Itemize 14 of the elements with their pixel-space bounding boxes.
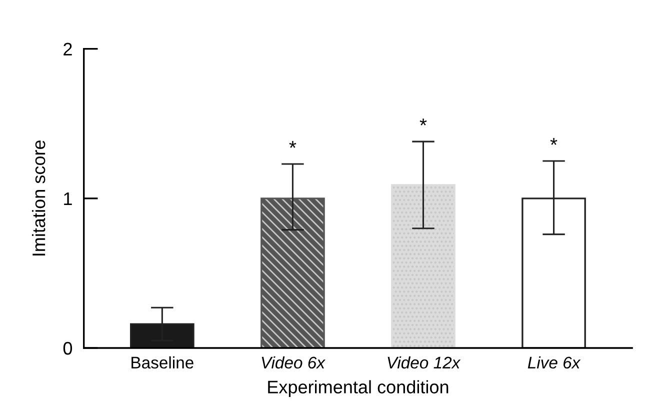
x-tick-label: Video 6x bbox=[262, 356, 326, 369]
y-tick-label: 2 bbox=[64, 42, 72, 56]
bar bbox=[260, 198, 325, 348]
annotation: * bbox=[289, 141, 296, 148]
y-tick-label: 1 bbox=[64, 192, 72, 205]
bar bbox=[391, 184, 456, 348]
annotation: * bbox=[420, 118, 427, 126]
annotation: * bbox=[550, 138, 558, 145]
x-tick-label: Live 6x bbox=[528, 356, 581, 369]
x-tick-label: Baseline bbox=[132, 356, 194, 369]
x-tick-label: Video 12x bbox=[388, 356, 461, 369]
y-tick-label: 0 bbox=[63, 342, 72, 355]
x-axis-title: Experimental condition bbox=[268, 380, 448, 398]
y-axis-title: Imitation score bbox=[32, 140, 46, 256]
